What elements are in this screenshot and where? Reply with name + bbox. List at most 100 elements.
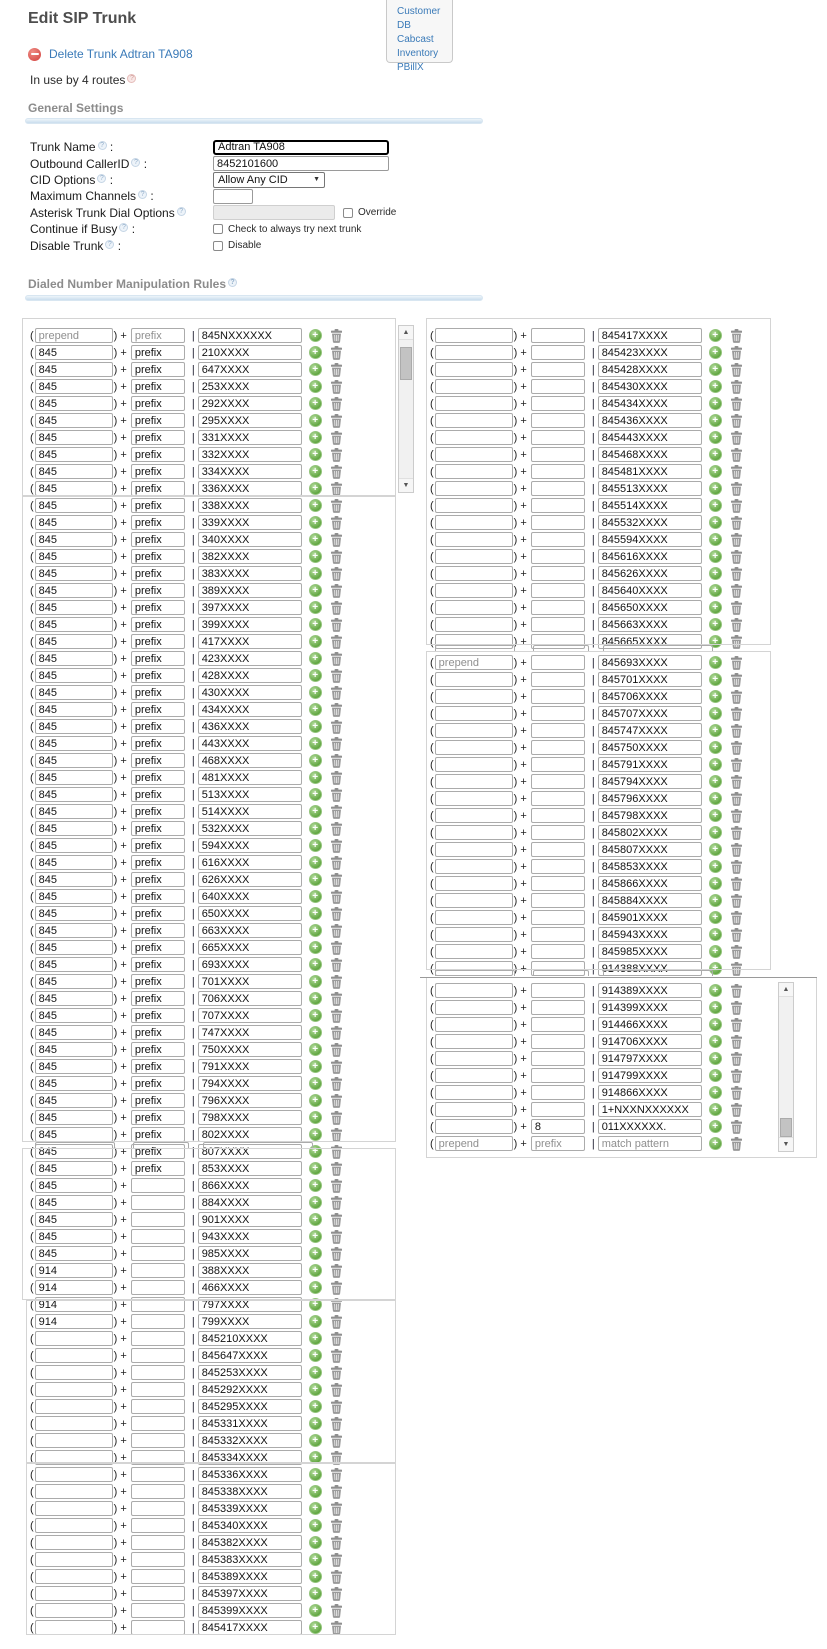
- rule-prefix-input[interactable]: [130, 1569, 185, 1584]
- rule-prepend-input[interactable]: [34, 1314, 113, 1329]
- trash-icon delete-rule-button[interactable]: [730, 808, 743, 823]
- rule-pattern-input[interactable]: [197, 1212, 302, 1227]
- rule-prepend-input[interactable]: [34, 1331, 113, 1346]
- rule-prepend-input[interactable]: [34, 1127, 113, 1142]
- rule-prefix-input[interactable]: [130, 600, 185, 615]
- add-rule-button plus-icon[interactable]: +: [708, 673, 722, 686]
- rule-pattern-input[interactable]: [597, 842, 702, 857]
- add-rule-button plus-icon[interactable]: +: [708, 533, 722, 546]
- rule-prepend-input[interactable]: [434, 1102, 513, 1117]
- add-rule-button plus-icon[interactable]: +: [308, 1417, 322, 1430]
- add-rule-button plus-icon[interactable]: +: [308, 1298, 322, 1311]
- continue-if-busy-checkbox[interactable]: [213, 224, 223, 235]
- rule-prepend-input[interactable]: [434, 413, 513, 428]
- add-rule-button plus-icon[interactable]: +: [308, 924, 322, 937]
- rule-prefix-input[interactable]: [130, 923, 185, 938]
- trash-icon delete-rule-button[interactable]: [330, 1246, 343, 1261]
- rule-pattern-input[interactable]: [197, 1552, 302, 1567]
- trash-icon delete-rule-button[interactable]: [330, 328, 343, 343]
- rule-prefix-input[interactable]: [130, 1280, 185, 1295]
- rule-prefix-input[interactable]: [530, 345, 585, 360]
- add-rule-button plus-icon[interactable]: +: [308, 618, 322, 631]
- trash-icon delete-rule-button[interactable]: [730, 396, 743, 411]
- rule-prefix-input[interactable]: [130, 821, 185, 836]
- rule-pattern-input[interactable]: [597, 566, 702, 581]
- trash-icon delete-rule-button[interactable]: [330, 1433, 343, 1448]
- menu-item-inventory[interactable]: Inventory: [397, 48, 439, 59]
- rule-prepend-input[interactable]: [34, 787, 113, 802]
- trash-icon delete-rule-button[interactable]: [330, 1518, 343, 1533]
- rule-prepend-input[interactable]: [434, 549, 513, 564]
- rule-pattern-input[interactable]: [597, 706, 702, 721]
- rule-prefix-input[interactable]: [130, 481, 185, 496]
- trash-icon delete-rule-button[interactable]: [330, 1399, 343, 1414]
- rule-prepend-input[interactable]: [34, 634, 113, 649]
- add-rule-button plus-icon[interactable]: +: [308, 550, 322, 563]
- trash-icon delete-rule-button[interactable]: [330, 855, 343, 870]
- rule-pattern-input[interactable]: [197, 1365, 302, 1380]
- rule-pattern-input[interactable]: [597, 532, 702, 547]
- rule-prefix-input[interactable]: [530, 1000, 585, 1015]
- add-rule-button plus-icon[interactable]: +: [708, 550, 722, 563]
- rule-prefix-input[interactable]: [130, 685, 185, 700]
- delete-trunk-link[interactable]: Delete Trunk Adtran TA908: [49, 47, 193, 61]
- rule-prepend-input[interactable]: [34, 906, 113, 921]
- add-rule-button plus-icon[interactable]: +: [308, 1485, 322, 1498]
- rule-prepend-input[interactable]: [434, 961, 513, 976]
- rule-pattern-input[interactable]: [597, 689, 702, 704]
- rule-pattern-input[interactable]: [597, 413, 702, 428]
- rule-prefix-input[interactable]: [130, 583, 185, 598]
- add-rule-button plus-icon[interactable]: +: [708, 792, 722, 805]
- add-rule-button plus-icon[interactable]: +: [308, 873, 322, 886]
- rule-prefix-input[interactable]: [530, 672, 585, 687]
- rule-pattern-input[interactable]: [197, 1008, 302, 1023]
- trash-icon delete-rule-button[interactable]: [330, 617, 343, 632]
- rule-prepend-input[interactable]: [34, 1280, 113, 1295]
- rule-prepend-input[interactable]: [434, 1051, 513, 1066]
- trash-icon delete-rule-button[interactable]: [330, 1501, 343, 1516]
- rule-prefix-input[interactable]: [130, 379, 185, 394]
- rule-pattern-input[interactable]: [597, 1051, 702, 1066]
- rule-prepend-input[interactable]: [34, 1076, 113, 1091]
- trash-icon delete-rule-button[interactable]: [730, 983, 743, 998]
- rule-prepend-input[interactable]: [434, 740, 513, 755]
- rule-prefix-input[interactable]: [130, 1076, 185, 1091]
- add-rule-button plus-icon[interactable]: +: [708, 618, 722, 631]
- rule-prefix-input[interactable]: [130, 1552, 185, 1567]
- rule-prefix-input[interactable]: [130, 1229, 185, 1244]
- trash-icon delete-rule-button[interactable]: [330, 1586, 343, 1601]
- add-rule-button plus-icon[interactable]: +: [308, 992, 322, 1005]
- rule-prepend-input[interactable]: [34, 1093, 113, 1108]
- rule-pattern-input[interactable]: [197, 855, 302, 870]
- trash-icon delete-rule-button[interactable]: [330, 1552, 343, 1567]
- trash-icon delete-rule-button[interactable]: [330, 1059, 343, 1074]
- rule-prefix-input[interactable]: [130, 1161, 185, 1176]
- rule-prefix-input[interactable]: [130, 1331, 185, 1346]
- trash-icon delete-rule-button[interactable]: [330, 1416, 343, 1431]
- add-rule-button plus-icon[interactable]: +: [308, 1332, 322, 1345]
- add-rule-button plus-icon[interactable]: +: [308, 329, 322, 342]
- rule-prepend-input[interactable]: [434, 983, 513, 998]
- rule-pattern-input[interactable]: [197, 1110, 302, 1125]
- rule-pattern-input[interactable]: [197, 1348, 302, 1363]
- rule-pattern-input[interactable]: [197, 1484, 302, 1499]
- rule-prepend-input[interactable]: [34, 1433, 113, 1448]
- rule-prepend-input[interactable]: [34, 617, 113, 632]
- trash-icon delete-rule-button[interactable]: [330, 566, 343, 581]
- trash-icon delete-rule-button[interactable]: [730, 893, 743, 908]
- rule-prepend-input[interactable]: [434, 345, 513, 360]
- rule-prefix-input[interactable]: [530, 566, 585, 581]
- trash-icon delete-rule-button[interactable]: [730, 655, 743, 670]
- rule-prepend-input[interactable]: [34, 566, 113, 581]
- rule-prefix-input[interactable]: [130, 1365, 185, 1380]
- add-rule-button plus-icon[interactable]: +: [708, 758, 722, 771]
- add-rule-button plus-icon[interactable]: +: [308, 363, 322, 376]
- rule-prepend-input[interactable]: [434, 1085, 513, 1100]
- trash-icon delete-rule-button[interactable]: [730, 842, 743, 857]
- add-rule-button plus-icon[interactable]: +: [308, 1043, 322, 1056]
- rule-pattern-input[interactable]: [197, 1535, 302, 1550]
- rule-prepend-input[interactable]: [434, 944, 513, 959]
- add-rule-button plus-icon[interactable]: +: [708, 809, 722, 822]
- trash-icon delete-rule-button[interactable]: [330, 1365, 343, 1380]
- rule-pattern-input[interactable]: [597, 961, 702, 976]
